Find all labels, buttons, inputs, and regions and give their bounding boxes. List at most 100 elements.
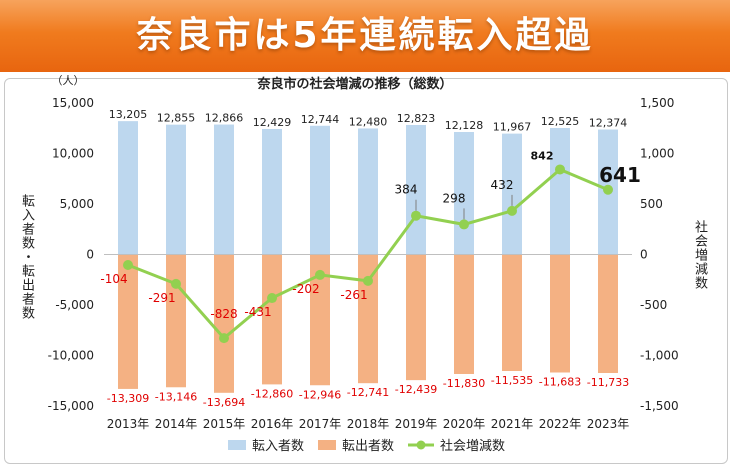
category-label: 2023年: [587, 417, 630, 431]
net-value-label: -261: [340, 288, 367, 302]
inflow-value-label: 12,823: [397, 112, 436, 125]
net-value-label: -828: [210, 307, 237, 321]
inflow-bar: [310, 125, 330, 255]
title-banner: 奈良市は5年連続転入超過: [0, 0, 730, 72]
outflow-bar: [262, 254, 282, 385]
outflow-value-label: -13,694: [203, 396, 245, 409]
category-label: 2019年: [395, 417, 438, 431]
net-value-label: -291: [148, 291, 175, 305]
outflow-bar: [118, 254, 138, 389]
inflow-value-label: 12,866: [205, 112, 244, 125]
banner-title: 奈良市は5年連続転入超過: [136, 15, 594, 56]
outflow-value-label: -12,860: [251, 387, 293, 400]
inflow-bar: [550, 127, 570, 255]
net-value-label: 842: [531, 149, 554, 162]
outflow-bar: [310, 254, 330, 386]
inflow-value-label: 12,128: [445, 119, 484, 132]
net-value-label: 298: [443, 191, 466, 205]
net-change-point: [267, 293, 277, 304]
outflow-bar: [406, 254, 426, 381]
left-tick-label: 15,000: [52, 96, 94, 110]
net-change-point: [459, 219, 469, 230]
inflow-bar: [358, 128, 378, 255]
net-change-point: [315, 269, 325, 280]
left-tick-label: -10,000: [48, 349, 94, 363]
inflow-value-label: 11,967: [493, 121, 532, 134]
net-value-label: 641: [599, 163, 641, 187]
outflow-value-label: -11,830: [443, 377, 485, 390]
right-tick-label: 1,500: [640, 96, 674, 110]
net-change-point: [171, 278, 181, 289]
left-tick-label: 0: [86, 248, 94, 262]
outflow-value-label: -11,535: [491, 374, 533, 387]
net-value-label: 432: [491, 178, 514, 192]
net-change-point: [603, 184, 613, 195]
outflow-value-label: -12,439: [395, 383, 437, 396]
category-label: 2016年: [251, 417, 294, 431]
inflow-value-label: 12,855: [157, 112, 196, 125]
right-axis-label: 社会増減数: [692, 220, 707, 290]
outflow-value-label: -13,309: [107, 392, 149, 405]
left-axis-label: 転入者数・転出者数: [19, 194, 34, 320]
inflow-bar: [166, 124, 186, 255]
inflow-bar: [262, 128, 282, 255]
right-tick-label: 1,000: [640, 147, 674, 161]
category-label: 2022年: [539, 417, 582, 431]
category-label: 2017年: [299, 417, 342, 431]
legend-label: 社会増減数: [440, 438, 505, 454]
left-tick-label: -5,000: [55, 298, 94, 312]
outflow-value-label: -13,146: [155, 390, 197, 403]
net-value-label: -431: [244, 305, 271, 319]
inflow-bar: [502, 133, 522, 255]
right-tick-label: -500: [640, 298, 667, 312]
category-label: 2015年: [203, 417, 246, 431]
inflow-value-label: 12,525: [541, 115, 580, 128]
net-change-point: [219, 333, 229, 344]
right-tick-label: 0: [640, 248, 648, 262]
outflow-value-label: -11,733: [587, 376, 629, 389]
inflow-value-label: 12,374: [589, 117, 628, 130]
right-tick-label: 500: [640, 197, 663, 211]
right-tick-label: -1,000: [640, 349, 679, 363]
outflow-bar: [358, 254, 378, 384]
unit-label: （人）: [52, 74, 85, 87]
category-label: 2018年: [347, 417, 390, 431]
legend-marker: [416, 440, 426, 450]
inflow-bar: [214, 124, 234, 255]
category-label: 2020年: [443, 417, 486, 431]
net-change-point: [123, 260, 133, 271]
category-label: 2021年: [491, 417, 534, 431]
legend-label: 転入者数: [252, 439, 304, 454]
outflow-value-label: -11,683: [539, 375, 581, 388]
legend-swatch: [318, 440, 336, 450]
outflow-bar: [214, 254, 234, 393]
legend-swatch: [228, 440, 246, 450]
net-change-point: [555, 164, 565, 175]
inflow-value-label: 13,205: [109, 108, 148, 121]
net-change-point: [507, 205, 517, 216]
net-value-label: 384: [395, 183, 418, 197]
net-value-label: -104: [100, 272, 127, 286]
net-change-point: [363, 275, 373, 286]
right-tick-label: -1,500: [640, 399, 679, 413]
outflow-bar: [454, 254, 474, 374]
outflow-value-label: -12,946: [299, 388, 341, 401]
inflow-value-label: 12,429: [253, 116, 292, 129]
left-tick-label: -15,000: [48, 399, 94, 413]
net-change-point: [411, 210, 421, 221]
category-label: 2013年: [107, 417, 150, 431]
net-value-label: -202: [292, 282, 319, 296]
outflow-bar: [598, 254, 618, 374]
left-tick-label: 5,000: [60, 197, 94, 211]
outflow-bar: [166, 254, 186, 388]
legend-label: 転出者数: [342, 439, 394, 454]
outflow-bar: [550, 254, 570, 373]
outflow-value-label: -12,741: [347, 386, 389, 399]
left-tick-label: 10,000: [52, 147, 94, 161]
outflow-bar: [502, 254, 522, 372]
inflow-value-label: 12,480: [349, 115, 388, 128]
inflow-bar: [118, 121, 138, 255]
category-label: 2014年: [155, 417, 198, 431]
chart-title: 奈良市の社会増減の推移（総数）: [256, 76, 452, 92]
